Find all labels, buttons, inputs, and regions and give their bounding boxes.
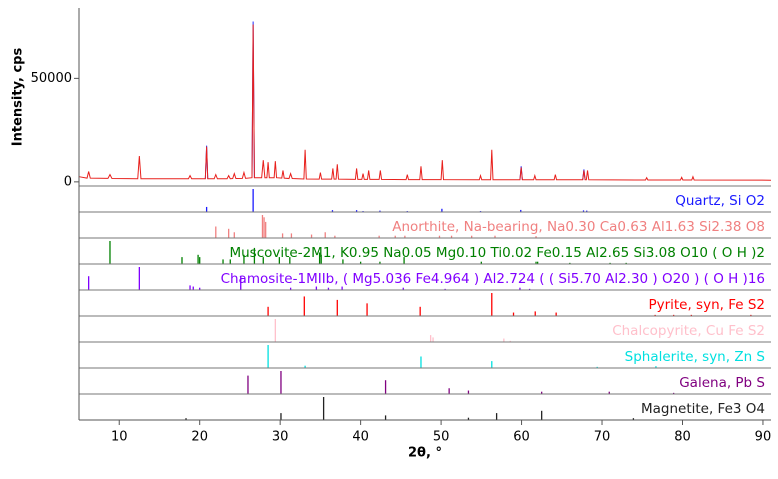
x-tick-label: 70 [594, 430, 611, 445]
phase-label: Pyrite, syn, Fe S2 [648, 297, 765, 313]
x-axis-title: 2θ, ° [408, 446, 442, 461]
phase-label: Sphalerite, syn, Zn S [625, 349, 765, 365]
x-tick-label: 40 [352, 430, 369, 445]
phase-label: Muscovite-2M1, K0.95 Na0.05 Mg0.10 Ti0.0… [229, 245, 765, 261]
x-tick-label: 30 [272, 430, 289, 445]
pattern-line [78, 24, 772, 181]
x-tick-label: 60 [513, 430, 530, 445]
y-tick-label: 0 [64, 174, 72, 189]
phase-label: Quartz, Si O2 [675, 193, 765, 209]
x-tick-label: 20 [191, 430, 208, 445]
phase-label: Chamosite-1MIIb, ( Mg5.036 Fe4.964 ) Al2… [221, 271, 765, 287]
phase-label: Galena, Pb S [679, 375, 765, 391]
phase-label: Anorthite, Na-bearing, Na0.30 Ca0.63 Al1… [392, 219, 765, 235]
x-tick-label: 50 [433, 430, 450, 445]
pattern-line [204, 21, 586, 180]
y-axis-title: Intensity, cps [11, 48, 26, 147]
phase-label: Chalcopyrite, Cu Fe S2 [612, 323, 765, 339]
x-tick-label: 80 [674, 430, 691, 445]
x-tick-label: 10 [111, 430, 128, 445]
y-tick-label: 50000 [31, 71, 72, 86]
x-tick-label: 90 [755, 430, 772, 445]
phase-label: Magnetite, Fe3 O4 [641, 401, 765, 417]
